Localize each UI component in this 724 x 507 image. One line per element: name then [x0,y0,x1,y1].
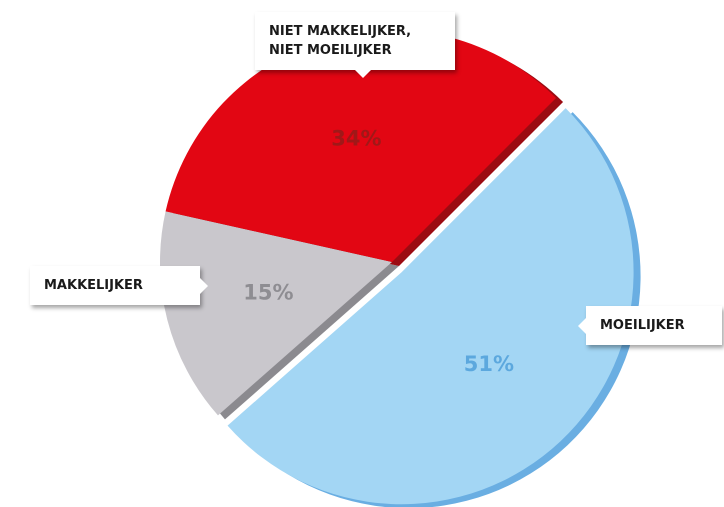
slice [165,30,557,262]
category-label: MOEILIJKER [578,306,722,345]
value-label: 15% [243,281,293,305]
value-label: 51% [464,352,514,376]
slice [160,211,392,416]
slice [227,108,634,505]
category-label: NIET MAKKELIJKER, NIET MOEILIJKER [255,12,455,78]
value-label: 34% [331,126,381,150]
category-label: MAKKELIJKER [30,266,208,305]
